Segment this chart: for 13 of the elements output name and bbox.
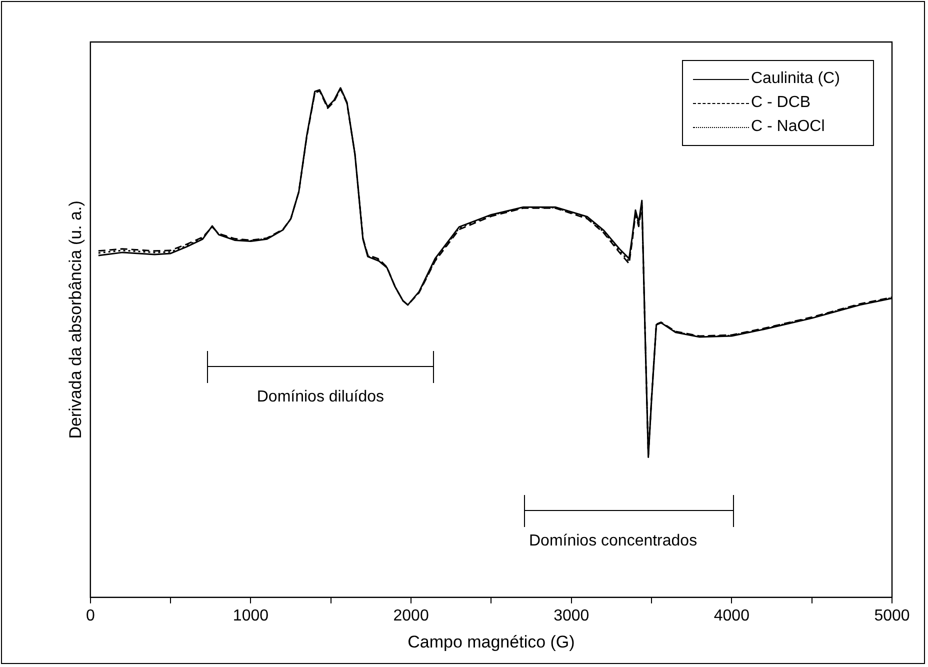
x-tick-label: 3000 <box>554 607 590 624</box>
x-tick-label: 2000 <box>393 607 429 624</box>
x-tick-label: 1000 <box>232 607 269 624</box>
legend-label: C - DCB <box>751 94 811 112</box>
legend-label: Caulinita (C) <box>751 70 840 88</box>
x-tick-label: 5000 <box>874 607 910 624</box>
annotation: Domínios diluídos <box>256 388 384 406</box>
annotation: Domínios concentrados <box>528 532 698 550</box>
x-axis-title: Campo magnético (G) <box>408 632 575 652</box>
legend-label: C - NaOCl <box>751 118 825 136</box>
x-tick-label: 0 <box>86 607 95 624</box>
y-axis-title: Derivada da absorbância (u. a.) <box>66 200 85 439</box>
x-tick-label: 4000 <box>714 607 750 624</box>
